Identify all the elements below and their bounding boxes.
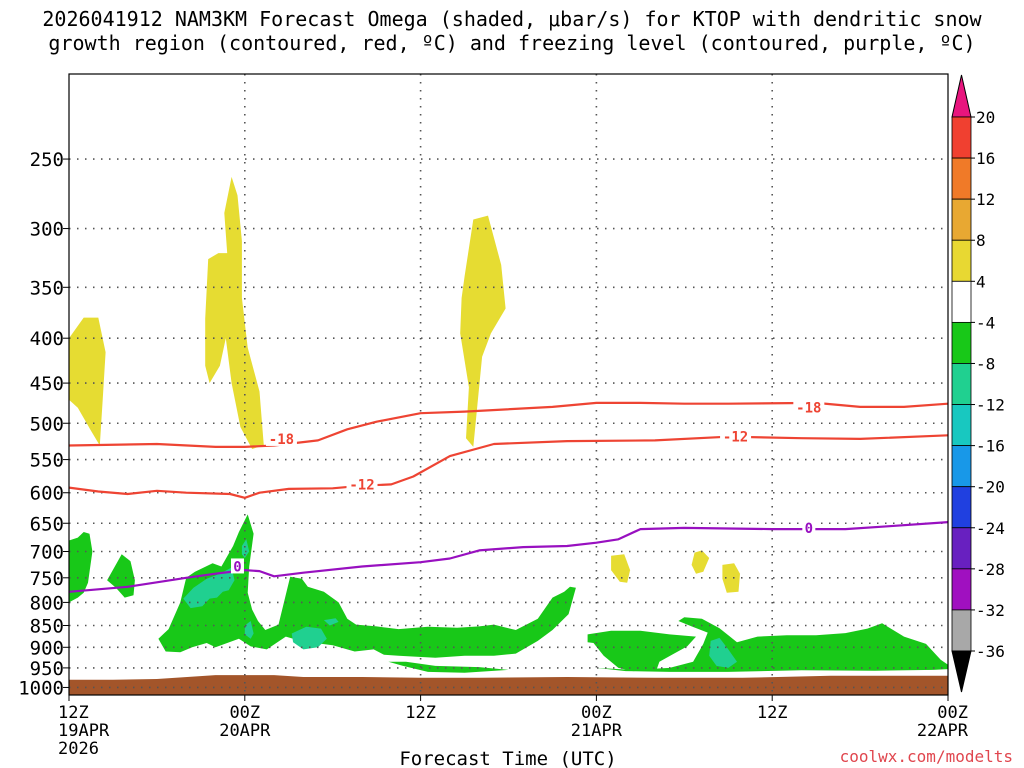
chart-title-line2: growth region (contoured, red, ºC) and f…	[48, 31, 975, 55]
colorbar-label: -16	[976, 437, 1005, 456]
colorbar-label: -8	[976, 354, 995, 373]
contours: -18 -18 -12 -12 0 0	[68, 399, 949, 593]
y-tick-label: 300	[30, 219, 64, 241]
colorbar-swatch	[951, 486, 972, 529]
omega-pos-4-8	[611, 554, 631, 583]
y-axis: 2503003504004505005506006507007508008509…	[18, 149, 69, 699]
x-tick-label: 2026	[58, 739, 99, 759]
y-tick-label: 800	[30, 592, 64, 614]
y-tick-label: 750	[30, 568, 64, 590]
x-tick-label: 00Z	[937, 703, 968, 723]
colorbar: 20 16 12 8 4 -4 -8 -12 -16 -20 -24 -28 -32 -36	[951, 74, 1005, 693]
colorbar-label: 12	[976, 190, 995, 209]
x-axis-label: Forecast Time (UTC)	[399, 748, 616, 768]
colorbar-swatch	[951, 568, 972, 611]
omega-neg-4-8	[69, 532, 93, 603]
omega-neg-8-12	[244, 621, 254, 639]
colorbar-label: 16	[976, 149, 995, 168]
contour-label-bg	[230, 558, 244, 574]
ground	[69, 675, 948, 695]
y-tick-label: 400	[30, 328, 64, 350]
colorbar-swatch	[951, 198, 972, 241]
omega-neg-8-12	[709, 637, 737, 668]
colorbar-label: 20	[976, 108, 995, 127]
colorbar-label: -32	[976, 601, 1005, 620]
credit-link[interactable]: coolwx.com/modelts	[840, 747, 1013, 766]
x-tick-label: 12Z	[405, 703, 436, 723]
omega-pos-4-8	[722, 563, 740, 593]
omega-neg-4-8	[107, 554, 135, 598]
contour-label-bg	[346, 476, 378, 492]
y-tick-label: 550	[30, 450, 64, 472]
contour-label-bg	[265, 430, 297, 446]
y-tick-label: 1000	[18, 677, 64, 699]
omega-shading	[69, 176, 948, 695]
colorbar-swatch	[951, 527, 972, 570]
colorbar-label: -20	[976, 478, 1005, 497]
y-tick-label: 600	[30, 483, 64, 505]
plot-frame	[68, 73, 949, 696]
contour-label: -18	[269, 432, 294, 448]
x-tick-label: 20APR	[219, 721, 271, 741]
colorbar-bottom-arrow	[951, 650, 972, 693]
colorbar-swatch	[951, 609, 972, 652]
contour-label-bg	[720, 428, 752, 444]
y-tick-label: 900	[30, 637, 64, 659]
x-tick-label: 12Z	[58, 703, 89, 723]
omega-pos-4-8	[460, 215, 506, 447]
colorbar-swatch	[951, 239, 972, 282]
colorbar-swatch	[951, 363, 972, 405]
contour-label: 0	[233, 559, 241, 575]
contour-label: -18	[796, 401, 821, 417]
omega-neg-8-12	[323, 618, 339, 626]
colorbar-label: -12	[976, 396, 1005, 415]
x-tick-label: 21APR	[571, 721, 623, 741]
y-tick-label: 350	[30, 277, 64, 299]
colorbar-swatch	[951, 404, 972, 447]
omega-pos-4-8	[691, 550, 710, 574]
x-tick-label: 00Z	[581, 703, 612, 723]
colorbar-swatch	[951, 321, 972, 364]
colorbar-label: 4	[976, 272, 986, 291]
omega-neg-4-8	[587, 630, 696, 672]
colorbar-swatch	[951, 280, 972, 323]
contour-label-bg	[802, 519, 816, 535]
x-tick-label: 00Z	[229, 703, 260, 723]
contour-freezing-level-0	[68, 521, 949, 593]
colorbar-label: -36	[976, 642, 1005, 661]
x-tick-label: 19APR	[58, 721, 110, 741]
colorbar-swatch	[951, 116, 972, 159]
colorbar-swatch	[951, 157, 972, 200]
omega-neg-8-12	[291, 626, 327, 650]
y-tick-label: 650	[30, 513, 64, 535]
omega-pos-4-8	[69, 317, 106, 446]
y-tick-label: 850	[30, 616, 64, 638]
y-tick-label: 450	[30, 373, 64, 395]
omega-neg-4-8	[596, 617, 948, 672]
omega-neg-4-8	[388, 661, 509, 673]
x-tick-label: 12Z	[757, 703, 788, 723]
y-tick-label: 950	[30, 658, 64, 680]
x-tick-label: 22APR	[917, 721, 969, 741]
omega-neg-8-12	[241, 539, 250, 558]
y-tick-label: 700	[30, 542, 64, 564]
colorbar-swatch	[951, 445, 972, 488]
omega-neg-4-8	[158, 514, 576, 658]
chart-title-line1: 2026041912 NAM3KM Forecast Omega (shaded…	[42, 7, 982, 31]
contour-label-bg	[793, 399, 825, 415]
contour-dgz-minus12	[68, 434, 949, 499]
y-tick-label: 250	[30, 149, 64, 171]
colorbar-label: -28	[976, 560, 1005, 579]
colorbar-label: 8	[976, 231, 986, 250]
contour-label: -12	[349, 477, 374, 493]
omega-pos-4-8	[205, 176, 264, 449]
contour-label: -12	[723, 430, 748, 446]
contour-label: 0	[805, 521, 813, 537]
colorbar-label: -4	[976, 313, 995, 332]
colorbar-label: -24	[976, 519, 1005, 538]
y-tick-label: 500	[30, 413, 64, 435]
colorbar-top-arrow	[951, 74, 972, 118]
